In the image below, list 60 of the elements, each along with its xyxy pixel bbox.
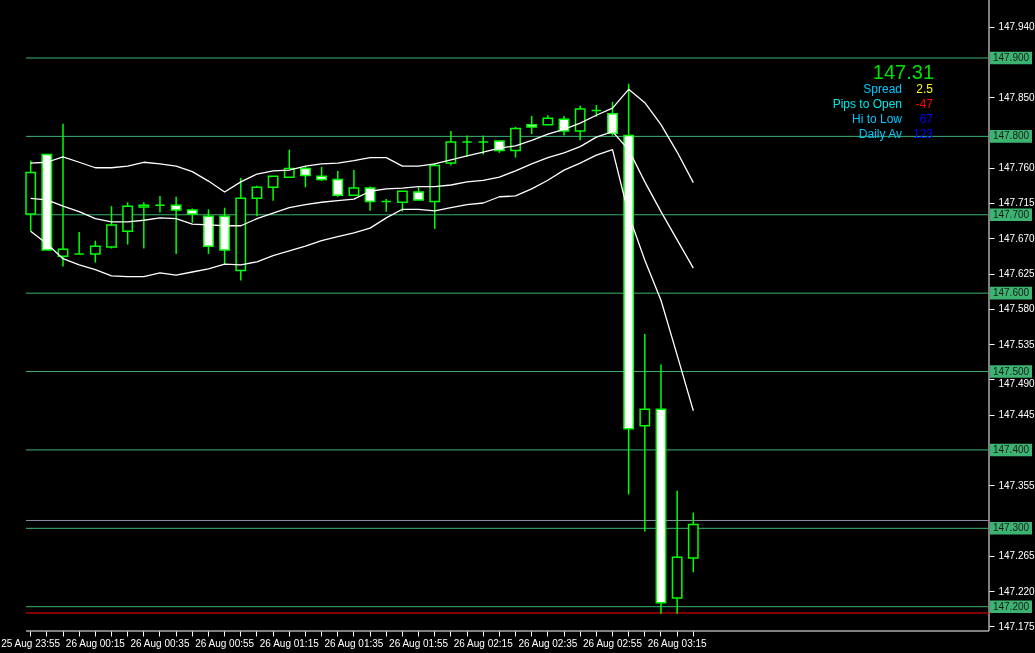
candlestick [510,126,521,159]
ref-line-label: 147.400 [992,443,1030,455]
candlestick [154,195,166,214]
text: Hi to Low [851,112,903,126]
ref-line-label: 147.800 [992,130,1030,142]
candlestick [138,201,150,250]
y-tick-label: 147.580 [998,303,1035,315]
candlestick [348,169,360,196]
y-tick-label: 147.625 [998,268,1035,280]
ref-line-label: 147.200 [992,600,1030,612]
candlestick [639,333,651,533]
text: -47 [915,97,934,111]
candlestick [89,239,101,264]
candlestick [332,170,344,198]
ref-line-label: 147.300 [992,522,1030,534]
y-tick-label: 147.715 [998,197,1035,209]
candlestick [396,190,408,213]
x-tick-label: 26 Aug 02:15 [453,637,514,649]
candlestick [300,165,311,189]
ref-line-label: 147.600 [992,287,1030,299]
text: Spread [863,82,902,96]
y-tick-label: 147.535 [998,338,1035,350]
x-tick-label: 25 Aug 23:55 [1,637,61,649]
x-tick-label: 26 Aug 01:35 [324,637,384,649]
x-tick-label: 26 Aug 02:35 [518,637,578,649]
y-tick-label: 147.355 [998,479,1035,491]
y-tick-label: 147.850 [998,91,1035,103]
y-tick-label: 147.445 [998,409,1035,421]
candlestick [574,105,586,142]
candlestick [461,134,473,158]
ref-line-label: 147.500 [992,365,1030,377]
y-tick-label: 147.760 [998,162,1035,174]
x-tick-label: 26 Aug 00:15 [65,637,126,649]
y-tick-label: 147.175 [998,620,1035,632]
candlestick [267,175,279,202]
ref-line-label: 147.700 [992,208,1030,220]
candlestick [526,115,538,135]
y-tick-label: 147.490 [998,378,1035,390]
text: 147.31 [872,61,934,83]
y-tick-label: 147.265 [998,550,1035,562]
y-tick-label: 147.940 [998,21,1035,33]
candlestick [251,185,263,218]
y-tick-label: 147.220 [998,585,1035,597]
text: 2.5 [916,82,934,96]
candlestick [170,196,182,255]
candlestick [477,134,489,156]
x-tick-label: 26 Aug 01:55 [389,637,449,649]
x-tick-label: 26 Aug 01:15 [259,637,320,649]
text: Pips to Open [832,97,902,111]
x-tick-label: 26 Aug 00:55 [195,637,255,649]
x-tick-label: 26 Aug 00:35 [130,637,190,649]
candlestick [106,205,117,250]
x-tick-label: 26 Aug 03:15 [647,637,708,649]
x-tick-label: 26 Aug 02:55 [583,637,643,649]
y-tick-label: 147.670 [998,232,1035,244]
candlestick [73,231,85,255]
candlestick [380,198,392,213]
ref-line-label: 147.900 [992,52,1030,63]
candlestick [445,130,457,167]
text: 67 [919,112,934,126]
